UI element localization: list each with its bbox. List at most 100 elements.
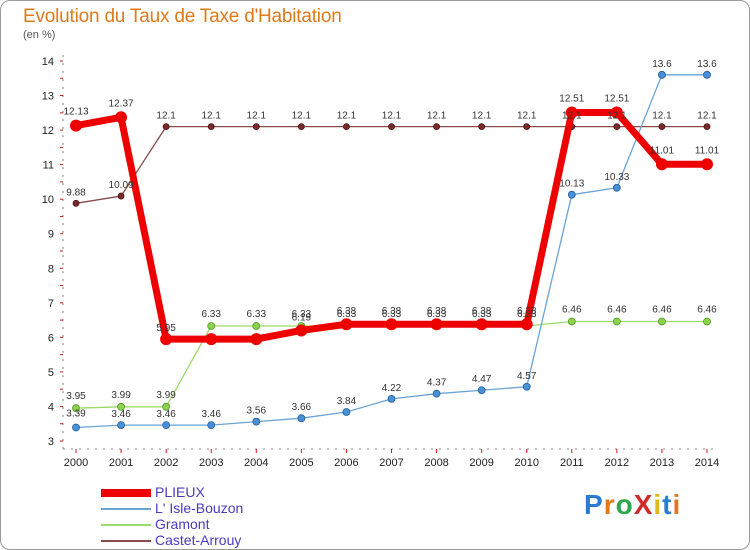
y-tick-label: 9: [48, 229, 54, 241]
logo-letter: i: [653, 489, 663, 520]
x-tick-label: 2013: [650, 457, 674, 469]
data-label: 5.95: [156, 323, 176, 334]
logo-letter: i: [672, 489, 682, 520]
data-label: 3.46: [156, 409, 176, 420]
data-label: 3.84: [337, 396, 357, 407]
data-label: 12.1: [607, 111, 627, 122]
y-tick-label: 13: [42, 91, 54, 103]
x-tick-label: 2002: [154, 457, 178, 469]
series-point-0: [115, 111, 128, 124]
series-point-3: [252, 123, 260, 131]
series-point-0: [565, 106, 578, 119]
series-point-1: [207, 421, 216, 430]
data-label: 11.01: [695, 145, 720, 156]
series-point-3: [297, 123, 305, 131]
logo-letter: r: [603, 489, 616, 520]
data-label: 13.6: [697, 59, 717, 70]
x-tick-label: 2003: [199, 457, 223, 469]
data-label: 6.33: [201, 309, 221, 320]
series-point-1: [567, 190, 576, 199]
data-label: 9.88: [66, 187, 86, 198]
logo-letter: P: [584, 489, 604, 520]
data-label: 12.1: [382, 111, 402, 122]
series-point-2: [117, 402, 125, 411]
data-label: 12.51: [604, 93, 629, 104]
legend-swatch: [101, 524, 151, 526]
series-point-3: [207, 123, 215, 131]
series-point-1: [387, 394, 396, 403]
x-tick-label: 2010: [514, 457, 538, 469]
series-point-3: [343, 123, 350, 131]
data-label: 3.66: [292, 402, 312, 413]
series-point-3: [117, 192, 125, 200]
logo-letter: X: [633, 489, 654, 520]
data-label: 6.46: [562, 304, 582, 315]
x-tick-label: 2001: [109, 457, 133, 469]
data-label: 12.51: [559, 93, 584, 104]
chart-title: Evolution du Taux de Taxe d'Habitation: [23, 6, 342, 27]
series-point-3: [523, 123, 531, 131]
series-point-1: [252, 417, 261, 426]
series-point-0: [475, 318, 488, 331]
data-label: 10.33: [604, 172, 629, 183]
data-label: 12.13: [63, 107, 88, 118]
series-point-2: [252, 322, 261, 330]
series-point-2: [567, 317, 576, 326]
series-point-3: [613, 123, 621, 131]
data-label: 12.1: [472, 111, 492, 122]
series-point-2: [612, 317, 621, 326]
x-tick-label: 2005: [289, 457, 313, 469]
data-label: 3.99: [111, 390, 131, 401]
series-line-3: [75, 125, 708, 204]
data-label: 3.46: [201, 409, 221, 420]
series-point-0: [385, 318, 398, 331]
series-point-3: [162, 123, 170, 131]
legend-label: L' Isle-Bouzon: [155, 500, 244, 516]
data-label: 6.46: [697, 304, 717, 315]
legend-label: Gramont: [155, 516, 210, 532]
y-tick-label: 4: [48, 401, 54, 413]
series-point-1: [522, 382, 531, 391]
data-label: 4.22: [382, 383, 402, 394]
data-label: 13.6: [652, 59, 672, 70]
series-point-1: [703, 70, 711, 79]
y-tick-label: 11: [43, 160, 54, 172]
series-point-3: [658, 123, 666, 131]
data-label: 12.1: [427, 111, 447, 122]
series-point-3: [433, 123, 440, 131]
data-label: 12.1: [652, 111, 672, 122]
chart-unit: (en %): [23, 29, 56, 41]
series-point-0: [520, 318, 533, 331]
y-tick-label: 12: [42, 125, 54, 137]
data-label: 12.1: [562, 111, 582, 122]
x-tick-label: 2008: [424, 457, 448, 469]
data-label: 6.33: [427, 309, 447, 320]
series-point-2: [703, 317, 711, 326]
series-point-3: [703, 123, 711, 131]
data-label: 6.33: [337, 309, 357, 320]
data-label: 12.1: [292, 111, 312, 122]
data-label: 3.95: [66, 391, 86, 402]
series-point-1: [658, 70, 666, 79]
data-label: 12.1: [697, 111, 717, 122]
data-label: 4.37: [427, 378, 447, 389]
y-tick-label: 7: [48, 298, 54, 310]
data-label: 12.1: [201, 111, 221, 122]
x-tick-label: 2004: [244, 457, 268, 469]
series-point-0: [250, 333, 263, 346]
data-label: 11.01: [650, 145, 675, 156]
series-point-1: [117, 421, 125, 430]
data-label: 3.46: [111, 409, 131, 420]
data-label: 12.1: [247, 111, 267, 122]
series-point-3: [72, 199, 80, 207]
series-point-0: [295, 324, 308, 337]
data-label: 6.38: [337, 306, 357, 317]
legend-label: Castet-Arrouy: [155, 532, 242, 548]
data-label: 4.57: [517, 371, 537, 382]
series-point-0: [205, 333, 218, 346]
x-tick-label: 2007: [379, 457, 403, 469]
series-point-1: [612, 183, 621, 192]
data-label: 4.47: [472, 374, 492, 385]
data-label: 6.33: [247, 309, 267, 320]
